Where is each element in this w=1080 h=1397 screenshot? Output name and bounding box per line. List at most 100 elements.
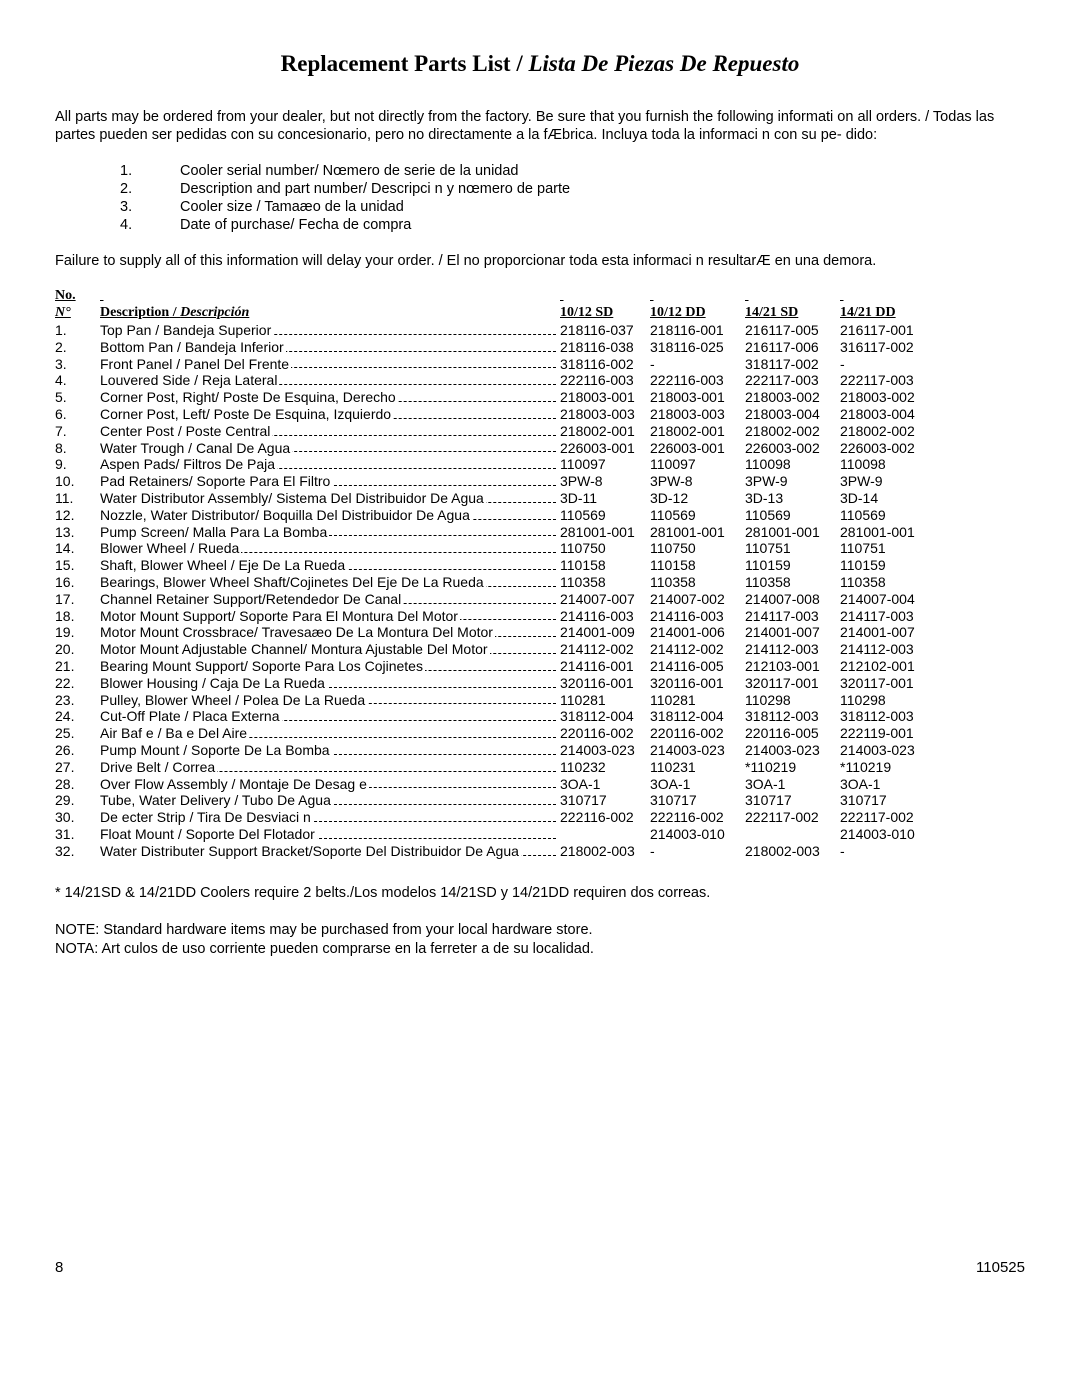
cell-14-21-sd: 318117-002: [745, 356, 840, 373]
cell-description: Corner Post, Left/ Poste De Esquina, Izq…: [100, 406, 560, 423]
cell-14-21-sd: 218003-004: [745, 406, 840, 423]
cell-description: Pump Screen/ Malla Para La Bomba: [100, 524, 560, 541]
cell-14-21-sd: 218002-002: [745, 423, 840, 440]
cell-number: 13.: [55, 524, 100, 541]
cell-14-21-sd: 110569: [745, 507, 840, 524]
table-row: 18.Motor Mount Support/ Soporte Para El …: [55, 608, 1025, 625]
cell-14-21-sd: 281001-001: [745, 524, 840, 541]
table-row: 17.Channel Retainer Support/Retendedor D…: [55, 591, 1025, 608]
cell-number: 15.: [55, 557, 100, 574]
cell-description: Water Trough / Canal De Agua: [100, 440, 560, 457]
cell-14-21-sd: 226003-002: [745, 440, 840, 457]
table-row: 15.Shaft, Blower Wheel / Eje De La Rueda…: [55, 557, 1025, 574]
note-es: NOTA: Art culos de uso corriente pueden …: [55, 940, 1025, 959]
cell-10-12-dd: 214001-006: [650, 624, 745, 641]
cell-14-21-sd: 218002-003: [745, 843, 840, 860]
cell-description: Top Pan / Bandeja Superior: [100, 322, 560, 339]
cell-10-12-sd: 226003-001: [560, 440, 650, 457]
cell-number: 26.: [55, 742, 100, 759]
cell-10-12-sd: 110158: [560, 557, 650, 574]
cell-10-12-dd: 110281: [650, 692, 745, 709]
cell-description: Corner Post, Right/ Poste De Esquina, De…: [100, 389, 560, 406]
cell-14-21-dd: 3OA-1: [840, 776, 940, 793]
table-row: 31.Float Mount / Soporte Del Flotador214…: [55, 826, 1025, 843]
cell-14-21-dd: -: [840, 843, 940, 860]
table-row: 7.Center Post / Poste Central218002-0012…: [55, 423, 1025, 440]
table-row: 2.Bottom Pan / Bandeja Inferior218116-03…: [55, 339, 1025, 356]
cell-10-12-dd: -: [650, 843, 745, 860]
cell-number: 1.: [55, 322, 100, 339]
cell-description: Aspen Pads/ Filtros De Paja: [100, 456, 560, 473]
table-row: 19.Motor Mount Crossbrace/ Travesaæo De …: [55, 624, 1025, 641]
title-right: Lista De Piezas De Repuesto: [528, 51, 799, 76]
cell-14-21-dd: 218003-002: [840, 389, 940, 406]
cell-14-21-dd: 218003-004: [840, 406, 940, 423]
cell-10-12-dd: 214003-010: [650, 826, 745, 843]
cell-10-12-sd: 218002-001: [560, 423, 650, 440]
cell-number: 21.: [55, 658, 100, 675]
cell-description: Tube, Water Delivery / Tubo De Agua: [100, 792, 560, 809]
cell-10-12-dd: 281001-001: [650, 524, 745, 541]
header-col-3: 14/21 SD: [745, 305, 798, 320]
cell-10-12-sd: 222116-002: [560, 809, 650, 826]
table-row: 4.Louvered Side / Reja Lateral222116-003…: [55, 372, 1025, 389]
cell-14-21-dd: 214007-004: [840, 591, 940, 608]
ordered-item: 4.Date of purchase/ Fecha de compra: [120, 216, 1025, 234]
cell-14-21-sd: 310717: [745, 792, 840, 809]
table-row: 6.Corner Post, Left/ Poste De Esquina, I…: [55, 406, 1025, 423]
cell-14-21-dd: 214003-010: [840, 826, 940, 843]
cell-number: 31.: [55, 826, 100, 843]
cell-10-12-sd: 320116-001: [560, 675, 650, 692]
cell-14-21-sd: 216117-005: [745, 322, 840, 339]
cell-10-12-dd: 214003-023: [650, 742, 745, 759]
cell-14-21-dd: *110219: [840, 759, 940, 776]
note-en: NOTE: Standard hardware items may be pur…: [55, 921, 1025, 940]
cell-14-21-sd: *110219: [745, 759, 840, 776]
cell-10-12-dd: 222116-003: [650, 372, 745, 389]
cell-10-12-sd: 110569: [560, 507, 650, 524]
page-title: Replacement Parts List / Lista De Piezas…: [55, 50, 1025, 78]
cell-10-12-sd: 214112-002: [560, 641, 650, 658]
cell-10-12-sd: 214007-007: [560, 591, 650, 608]
cell-14-21-sd: [745, 826, 840, 843]
cell-14-21-sd: 214117-003: [745, 608, 840, 625]
cell-description: Air Baf e / Ba e Del Aire: [100, 725, 560, 742]
cell-10-12-sd: 3OA-1: [560, 776, 650, 793]
table-header-row: No. N° Description / Descripción 10/12 S…: [55, 288, 1025, 322]
cell-number: 27.: [55, 759, 100, 776]
cell-description: Motor Mount Adjustable Channel/ Montura …: [100, 641, 560, 658]
table-row: 32.Water Distributer Support Bracket/Sop…: [55, 843, 1025, 860]
header-desc-a: Description: [100, 305, 169, 320]
table-row: 21.Bearing Mount Support/ Soporte Para L…: [55, 658, 1025, 675]
cell-description: Louvered Side / Reja Lateral: [100, 372, 560, 389]
cell-10-12-sd: 218116-038: [560, 339, 650, 356]
cell-10-12-dd: 318112-004: [650, 708, 745, 725]
cell-number: 10.: [55, 473, 100, 490]
cell-14-21-sd: 110098: [745, 456, 840, 473]
cell-description: Bearing Mount Support/ Soporte Para Los …: [100, 658, 560, 675]
cell-14-21-dd: 320117-001: [840, 675, 940, 692]
cell-14-21-dd: 222117-003: [840, 372, 940, 389]
table-row: 26.Pump Mount / Soporte De La Bomba21400…: [55, 742, 1025, 759]
cell-description: Nozzle, Water Distributor/ Boquilla Del …: [100, 507, 560, 524]
title-sep: /: [511, 51, 529, 76]
cell-number: 17.: [55, 591, 100, 608]
table-row: 28.Over Flow Assembly / Montaje De Desag…: [55, 776, 1025, 793]
cell-14-21-dd: 110358: [840, 574, 940, 591]
cell-10-12-dd: 110231: [650, 759, 745, 776]
cell-10-12-sd: 218003-001: [560, 389, 650, 406]
footnote-star: * 14/21SD & 14/21DD Coolers require 2 be…: [55, 884, 1025, 903]
table-row: 30.De ecter Strip / Tira De Desviaci n22…: [55, 809, 1025, 826]
table-row: 20.Motor Mount Adjustable Channel/ Montu…: [55, 641, 1025, 658]
cell-number: 32.: [55, 843, 100, 860]
ordered-item-number: 1.: [120, 162, 180, 180]
cell-14-21-sd: 110751: [745, 540, 840, 557]
table-row: 9.Aspen Pads/ Filtros De Paja11009711009…: [55, 456, 1025, 473]
cell-14-21-dd: 212102-001: [840, 658, 940, 675]
cell-14-21-dd: 110298: [840, 692, 940, 709]
cell-10-12-dd: 3PW-8: [650, 473, 745, 490]
cell-14-21-dd: 226003-002: [840, 440, 940, 457]
cell-10-12-dd: 218003-001: [650, 389, 745, 406]
cell-14-21-dd: 3D-14: [840, 490, 940, 507]
cell-10-12-sd: 214116-001: [560, 658, 650, 675]
